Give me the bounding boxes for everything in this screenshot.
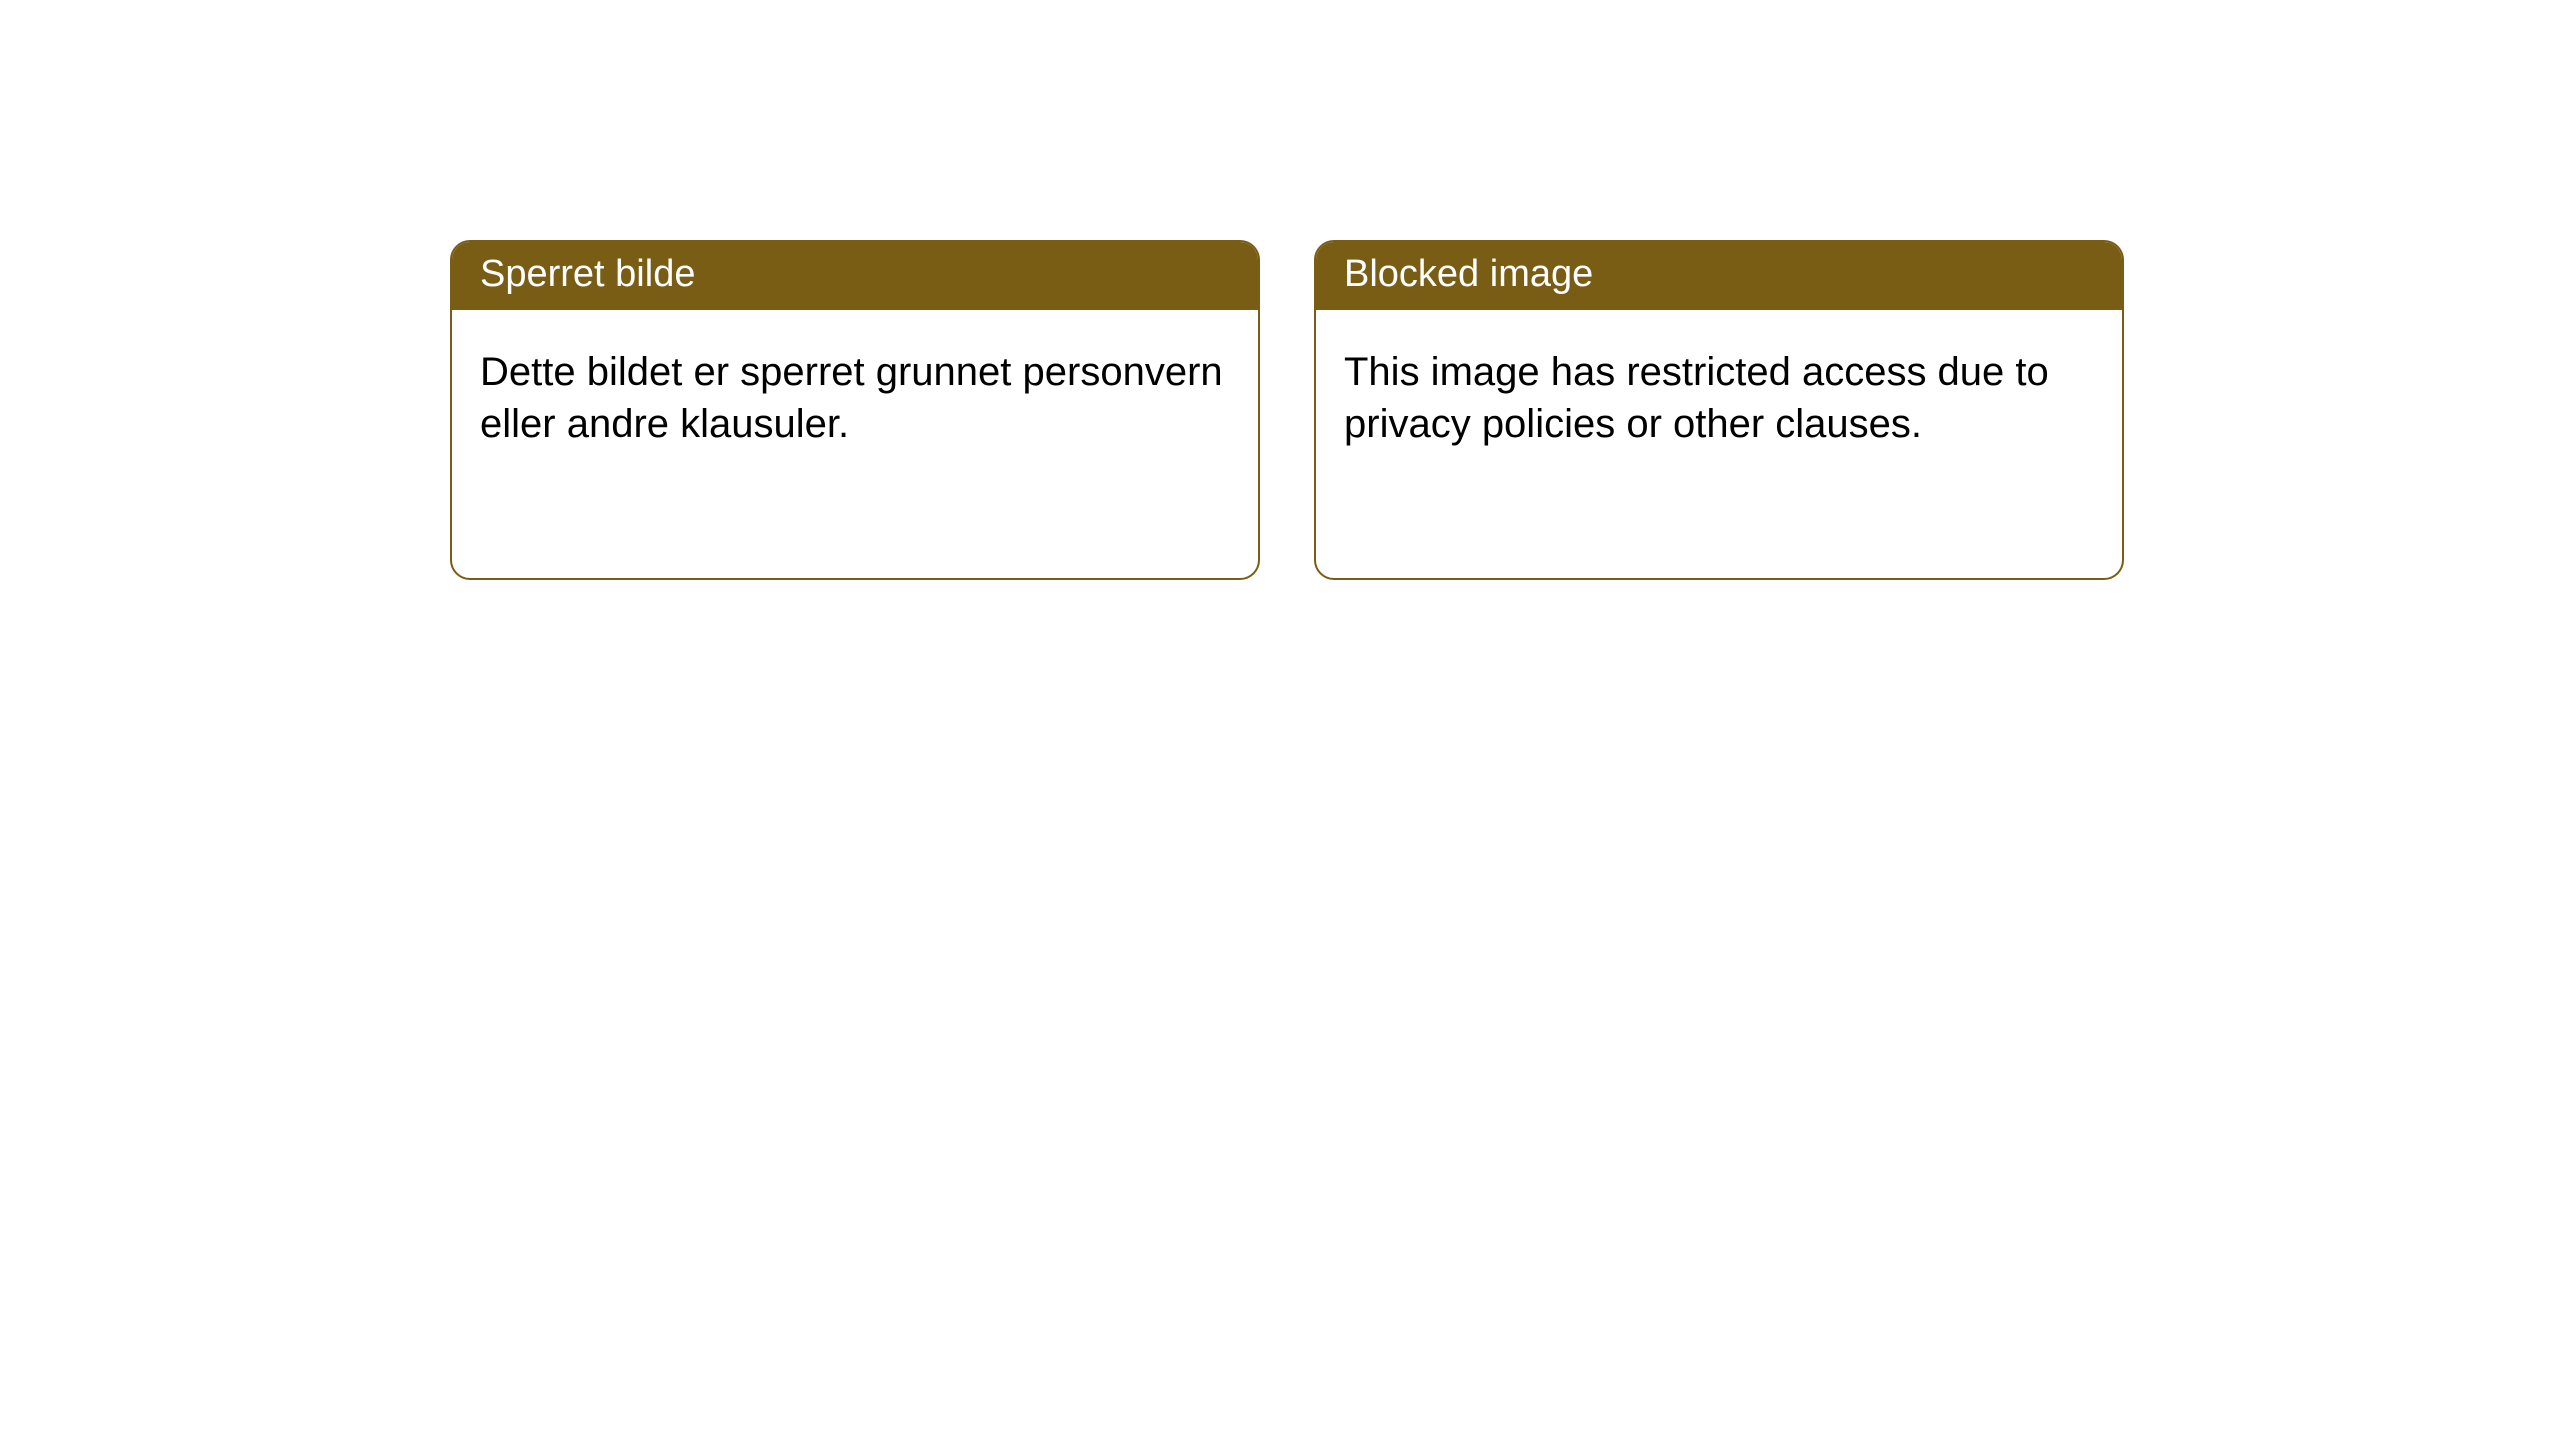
card-body-text-en: This image has restricted access due to … [1344,350,2049,446]
card-title-en: Blocked image [1344,253,1593,295]
card-header-no: Sperret bilde [452,242,1258,310]
card-header-en: Blocked image [1316,242,2122,310]
message-cards-container: Sperret bilde Dette bildet er sperret gr… [450,240,2124,580]
card-body-no: Dette bildet er sperret grunnet personve… [452,310,1258,486]
card-body-text-no: Dette bildet er sperret grunnet personve… [480,350,1223,446]
blocked-image-card-no: Sperret bilde Dette bildet er sperret gr… [450,240,1260,580]
card-title-no: Sperret bilde [480,253,695,295]
card-body-en: This image has restricted access due to … [1316,310,2122,486]
blocked-image-card-en: Blocked image This image has restricted … [1314,240,2124,580]
